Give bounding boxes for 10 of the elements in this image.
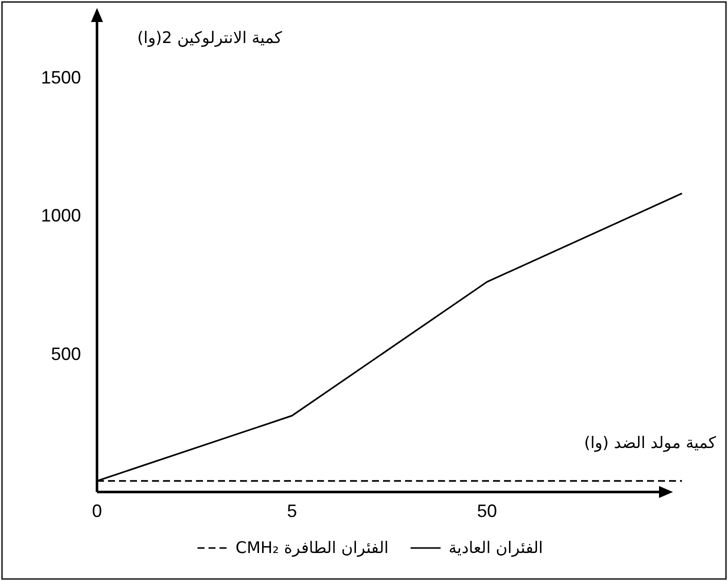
x-tick-label: 5: [286, 501, 298, 521]
x-tick-label: 0: [92, 501, 102, 521]
legend-label: الفئران الطافرة CMH₂: [236, 538, 389, 557]
x-tick-label: 50: [476, 501, 498, 521]
x-axis-title: كمية مولد الضد (وا): [584, 433, 716, 452]
y-axis-title: كمية الانترلوكين 2(وا): [137, 28, 282, 47]
y-tick-label: 1000: [40, 206, 81, 226]
y-tick-label: 1500: [40, 67, 81, 88]
y-tick-label: 500: [50, 344, 81, 364]
legend-label: الفئران العادية: [448, 538, 543, 557]
